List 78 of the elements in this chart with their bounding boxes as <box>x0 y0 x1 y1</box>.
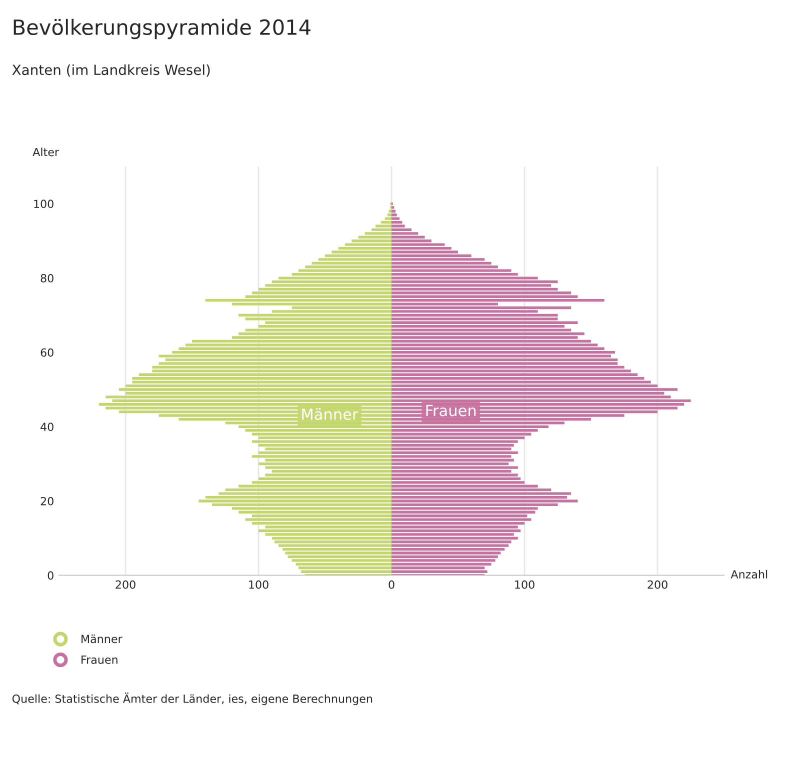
y-tick-label: 40 <box>40 422 54 432</box>
bar <box>392 548 505 551</box>
bar <box>392 552 501 554</box>
legend-label: Männer <box>82 634 122 644</box>
chart-title: Bevölkerungspyramide 2014 <box>14 18 310 40</box>
bar <box>392 358 618 362</box>
bar <box>392 544 509 547</box>
bar <box>106 396 392 398</box>
chart-subtitle: Xanten (im Landkreis Wesel) <box>12 64 210 77</box>
bar <box>392 458 514 462</box>
source-note: Quelle: Statistische Ämter der Länder, ies, eigene Berechnungen <box>12 692 372 706</box>
bar <box>258 529 392 532</box>
bar <box>376 224 392 228</box>
bar <box>392 536 518 540</box>
text: Frauen <box>426 404 476 416</box>
bar <box>392 510 536 514</box>
bar <box>245 518 392 521</box>
bar <box>392 529 521 532</box>
bar <box>392 518 532 521</box>
bar <box>238 314 392 317</box>
bar <box>392 314 558 317</box>
y-tick-label: 20 <box>40 496 54 506</box>
bar <box>392 388 678 391</box>
x-tick-label: 0 <box>388 580 394 589</box>
bar <box>384 217 392 220</box>
bar <box>252 440 392 443</box>
bar <box>198 500 392 502</box>
bar <box>282 548 392 551</box>
bar <box>388 214 392 216</box>
bar <box>292 559 392 562</box>
bar <box>392 206 394 209</box>
x-tick-label: 200 <box>648 580 668 589</box>
bar <box>392 217 400 220</box>
bar <box>392 466 518 469</box>
bar <box>392 351 615 354</box>
bar <box>258 462 392 466</box>
bar <box>392 555 498 558</box>
y-tick-label: 100 <box>34 200 54 208</box>
bar <box>298 566 392 570</box>
bar <box>392 321 578 324</box>
y-axis-title: Alter <box>32 148 60 156</box>
x-tick-label: 100 <box>515 580 534 589</box>
bar <box>132 377 392 380</box>
text: Männer <box>302 408 358 420</box>
bar <box>392 559 496 562</box>
bar <box>392 474 518 476</box>
bar <box>274 540 392 544</box>
x-tick-label: 100 <box>249 580 268 589</box>
bar <box>296 562 392 566</box>
bar <box>392 500 578 502</box>
bar <box>288 555 392 558</box>
legend-label: Frauen <box>82 656 118 664</box>
bar <box>285 552 392 554</box>
bar <box>392 332 584 336</box>
bar <box>392 306 572 310</box>
bar <box>392 210 396 212</box>
bar <box>392 492 572 495</box>
bar <box>158 354 392 358</box>
bar <box>392 214 397 216</box>
bar <box>152 366 392 369</box>
y-tick-label: 60 <box>40 348 54 357</box>
y-tick-label: 80 <box>40 274 54 282</box>
bar <box>205 298 392 302</box>
bar <box>392 570 488 573</box>
bar <box>301 570 392 573</box>
bar <box>392 477 521 480</box>
x-tick-label: 200 <box>116 580 136 589</box>
bar <box>252 455 392 458</box>
bar <box>392 562 492 566</box>
y-tick-label: 0 <box>48 571 54 580</box>
bar <box>278 544 392 547</box>
bar <box>392 444 514 447</box>
bar <box>392 298 604 302</box>
bar <box>392 451 518 454</box>
bar <box>118 388 392 391</box>
bar <box>392 280 558 284</box>
bar <box>392 220 402 224</box>
x-axis-title: Anzahl <box>730 570 768 579</box>
